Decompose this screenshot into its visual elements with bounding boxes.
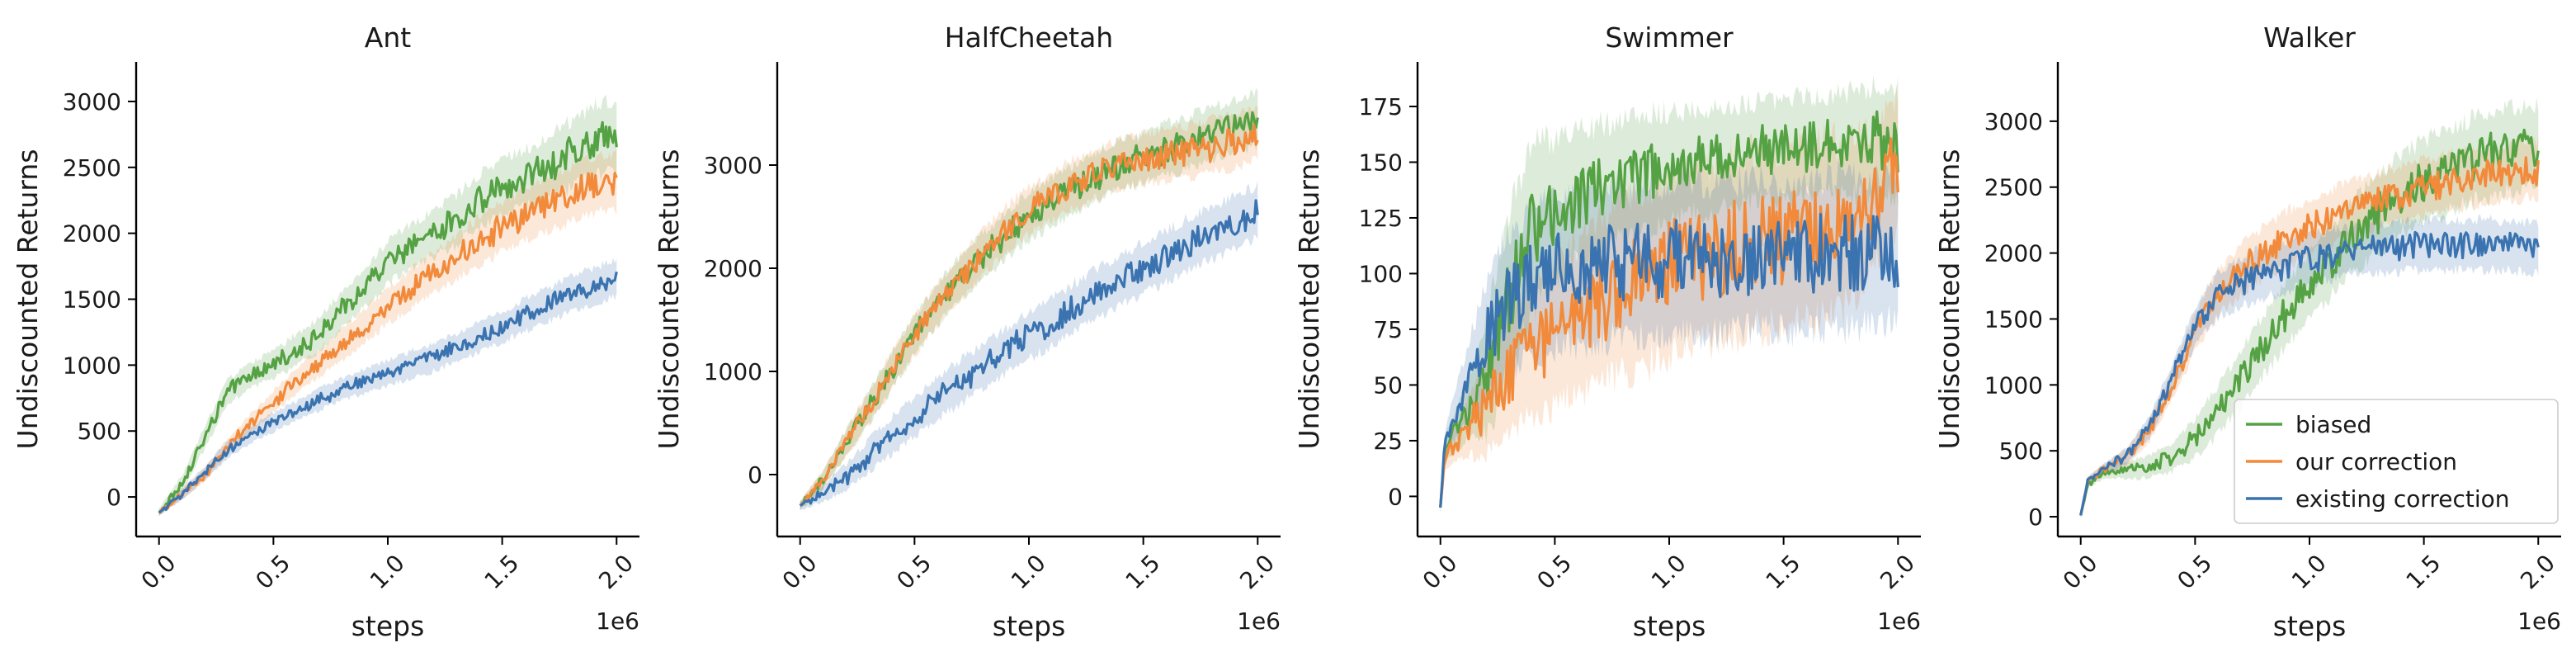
- x-tick-label: 1.5: [1121, 549, 1166, 594]
- series-band-1-0: [800, 87, 1258, 511]
- y-tick-label: 2500: [1984, 174, 2043, 201]
- series-line-0-2: [158, 271, 618, 514]
- x-tick-label: 0.0: [1418, 549, 1463, 594]
- series-band-0-0: [158, 94, 617, 517]
- panel-3: 0 500 1000 1500 2000 2500 3000 0.0 0.5 1.0 1.5 2.0 1…: [1933, 21, 2561, 642]
- x-tick-label: 0.5: [2172, 549, 2217, 594]
- series-line-2-2: [1439, 213, 1899, 508]
- panel-0: 0 500 1000 1500 2000 2500 3000 0.0 0.5 1.0 1.5 2.0 1…: [12, 21, 639, 642]
- series-line-1-1: [799, 124, 1259, 507]
- x-offset-label: 1e6: [596, 607, 639, 635]
- x-axis-title: steps: [351, 610, 425, 642]
- y-axis-title: Undiscounted Returns: [12, 149, 44, 450]
- y-tick-label: 1000: [1984, 371, 2043, 399]
- x-axis-title: steps: [2273, 610, 2347, 642]
- panel-title: Walker: [2263, 21, 2356, 54]
- legend-label: our correction: [2295, 448, 2457, 475]
- panel-title: Ant: [365, 21, 411, 54]
- y-tick-label: 3000: [1984, 108, 2043, 135]
- panel-1: 0 1000 2000 3000 0.0 0.5 1.0 1.5 2.0 1e6 steps Undi…: [653, 21, 1281, 642]
- y-tick-label: 0: [106, 484, 121, 511]
- y-tick-label: 500: [1999, 437, 2043, 465]
- series-line-3-2: [2079, 230, 2540, 516]
- x-tick-label: 1.5: [479, 549, 525, 594]
- y-tick-label: 0: [748, 461, 762, 489]
- y-tick-label: 0: [1388, 483, 1403, 510]
- y-tick-label: 125: [1359, 205, 1403, 232]
- x-tick-label: 0.0: [777, 549, 823, 594]
- x-offset-label: 1e6: [1877, 607, 1921, 635]
- x-tick-label: 2.0: [593, 549, 639, 594]
- y-tick-label: 2000: [63, 220, 121, 248]
- y-tick-label: 2000: [704, 255, 762, 282]
- y-tick-label: 2000: [1984, 240, 2043, 267]
- x-tick-label: 2.0: [1234, 549, 1280, 594]
- y-axis-title: Undiscounted Returns: [1293, 149, 1325, 450]
- series-band-2-0: [1440, 75, 1899, 513]
- x-tick-label: 1.0: [1006, 549, 1051, 594]
- y-tick-label: 1500: [1984, 305, 2043, 333]
- x-tick-label: 0.0: [2058, 549, 2103, 594]
- x-tick-label: 0.5: [1531, 549, 1577, 594]
- x-tick-label: 1.5: [1761, 549, 1806, 594]
- series-band-0-2: [158, 258, 617, 516]
- y-tick-label: 1000: [704, 358, 762, 385]
- y-tick-label: 1500: [63, 286, 121, 314]
- y-tick-label: 3000: [704, 152, 762, 179]
- legend-label: biased: [2295, 411, 2371, 438]
- y-axis-title: Undiscounted Returns: [653, 149, 685, 450]
- panel-2: 0 25 50 75 100 125 150 175 0.0 0.5 1.0 1.5 2.0 1e6 ste…: [1293, 21, 1921, 642]
- series-line-0-0: [158, 121, 618, 514]
- panel-title: HalfCheetah: [945, 21, 1113, 54]
- legend-box: [2234, 399, 2559, 524]
- x-tick-label: 1.0: [365, 549, 410, 594]
- y-tick-label: 100: [1359, 260, 1403, 287]
- y-tick-label: 1000: [63, 352, 121, 379]
- y-tick-label: 2500: [63, 154, 121, 182]
- x-tick-label: 0.0: [136, 549, 182, 594]
- x-offset-label: 1e6: [1237, 607, 1281, 635]
- series-line-0-1: [158, 172, 618, 514]
- x-tick-label: 0.5: [891, 549, 937, 594]
- x-tick-label: 2.0: [2515, 549, 2560, 594]
- panel-title: Swimmer: [1605, 21, 1734, 54]
- series-band-2-1: [1440, 83, 1899, 513]
- series-line-1-2: [799, 199, 1259, 507]
- series-band-0-1: [158, 148, 617, 516]
- y-axis-title: Undiscounted Returns: [1933, 149, 1965, 450]
- series-band-1-1: [800, 105, 1258, 510]
- y-tick-label: 500: [78, 418, 121, 445]
- x-offset-label: 1e6: [2517, 607, 2561, 635]
- series-line-3-0: [2079, 128, 2540, 516]
- y-tick-label: 75: [1373, 316, 1403, 343]
- series-line-2-0: [1439, 110, 1899, 508]
- y-tick-label: 50: [1373, 371, 1403, 399]
- x-tick-label: 1.0: [1646, 549, 1691, 594]
- x-tick-label: 1.5: [2401, 549, 2446, 594]
- y-tick-label: 175: [1359, 93, 1403, 121]
- y-tick-label: 150: [1359, 149, 1403, 176]
- x-axis-title: steps: [1633, 610, 1706, 642]
- legend-label: existing correction: [2295, 485, 2510, 513]
- legend: biased our correction existing correction: [2234, 399, 2559, 524]
- y-tick-label: 3000: [63, 88, 121, 116]
- y-tick-label: 25: [1373, 428, 1403, 455]
- y-tick-label: 0: [2028, 503, 2043, 531]
- x-axis-title: steps: [993, 610, 1066, 642]
- series-band-3-0: [2080, 97, 2539, 518]
- x-tick-label: 1.0: [2286, 549, 2332, 594]
- x-tick-label: 0.5: [250, 549, 295, 594]
- x-tick-label: 2.0: [1875, 549, 1920, 594]
